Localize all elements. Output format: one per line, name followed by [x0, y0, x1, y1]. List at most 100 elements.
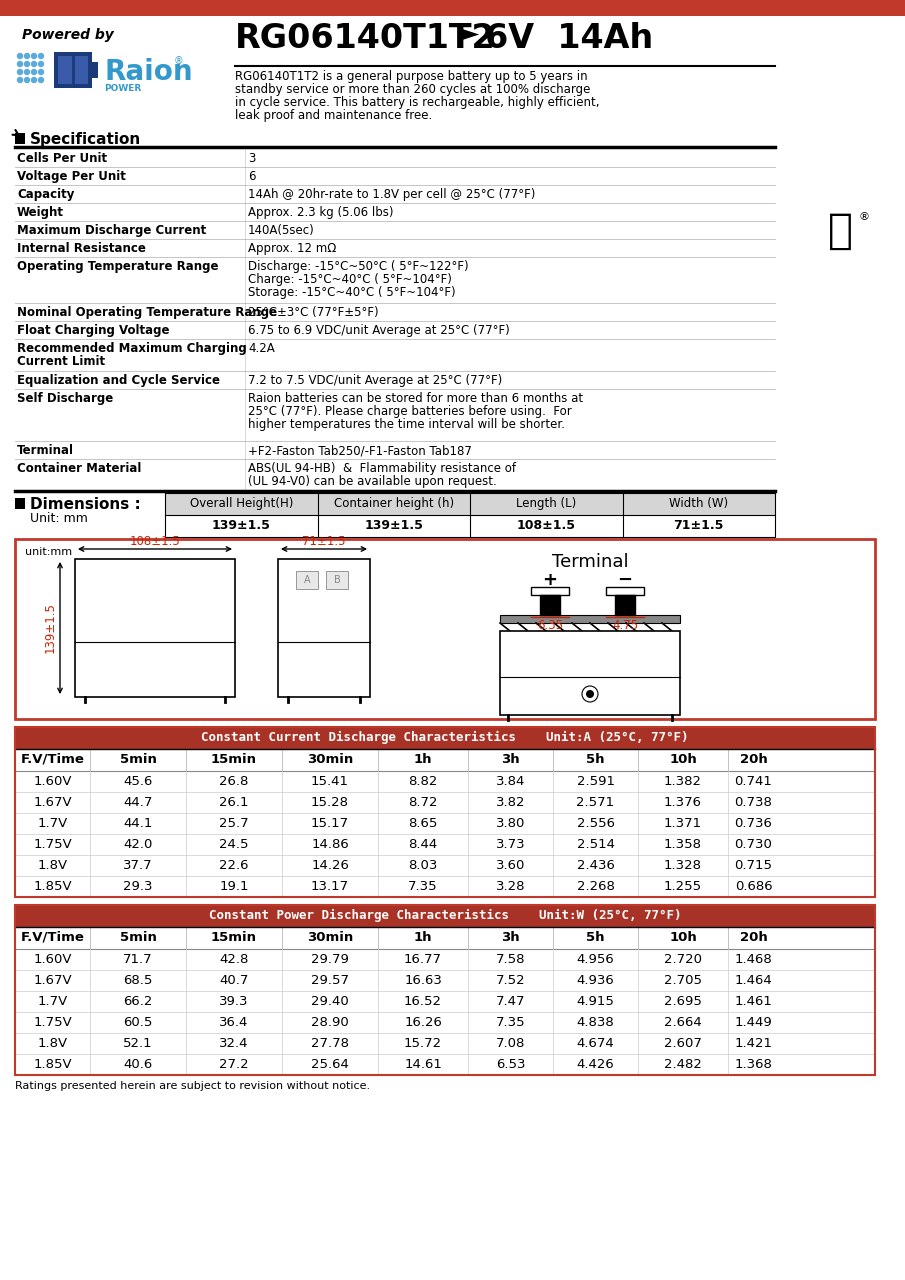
Text: Recommended Maximum Charging: Recommended Maximum Charging: [17, 342, 247, 355]
Text: 3: 3: [248, 152, 255, 165]
Text: 4.426: 4.426: [576, 1059, 614, 1071]
Text: 1.60V: 1.60V: [33, 954, 71, 966]
Bar: [15, 905, 875, 1075]
Text: Voltage Per Unit: Voltage Per Unit: [17, 170, 126, 183]
Text: 44.7: 44.7: [123, 796, 153, 809]
Text: 0.730: 0.730: [735, 838, 773, 851]
Text: A: A: [304, 575, 310, 585]
Text: F.V/Time: F.V/Time: [21, 931, 84, 945]
Text: 25.64: 25.64: [311, 1059, 349, 1071]
Bar: [540, 595, 560, 614]
Bar: [15, 927, 875, 948]
Text: 2.720: 2.720: [664, 954, 702, 966]
Text: 8.82: 8.82: [408, 774, 438, 788]
Bar: [15, 166, 775, 186]
Text: 26.1: 26.1: [219, 796, 249, 809]
Text: Ⓤ: Ⓤ: [827, 210, 853, 252]
Text: 6.35: 6.35: [537, 620, 563, 632]
Text: 0.686: 0.686: [735, 881, 772, 893]
Bar: [15, 371, 775, 389]
Bar: [165, 515, 775, 538]
Text: 27.2: 27.2: [219, 1059, 249, 1071]
Circle shape: [17, 54, 23, 59]
Text: 6V  14Ah: 6V 14Ah: [485, 22, 653, 55]
Bar: [15, 1053, 875, 1075]
Text: Nominal Operating Temperature Range: Nominal Operating Temperature Range: [17, 306, 277, 319]
Text: 60.5: 60.5: [123, 1016, 153, 1029]
Text: ®: ®: [174, 56, 184, 67]
Bar: [500, 631, 680, 716]
Text: Internal Resistance: Internal Resistance: [17, 242, 146, 255]
Text: +: +: [542, 571, 557, 589]
Text: 7.08: 7.08: [496, 1037, 525, 1050]
Text: 8.44: 8.44: [408, 838, 438, 851]
Circle shape: [17, 61, 23, 67]
Text: 6: 6: [248, 170, 255, 183]
Text: 42.0: 42.0: [123, 838, 153, 851]
Bar: [92, 61, 98, 78]
Bar: [15, 792, 875, 813]
Text: Terminal: Terminal: [17, 444, 74, 457]
Bar: [15, 771, 875, 792]
Text: 52.1: 52.1: [123, 1037, 153, 1050]
Text: Charge: -15°C~40°C ( 5°F~104°F): Charge: -15°C~40°C ( 5°F~104°F): [248, 273, 452, 285]
Bar: [15, 339, 775, 371]
Bar: [54, 52, 92, 88]
Bar: [15, 835, 875, 855]
Text: 16.63: 16.63: [404, 974, 442, 987]
Text: 1h: 1h: [414, 931, 433, 945]
Text: Terminal: Terminal: [552, 553, 628, 571]
Text: Cells Per Unit: Cells Per Unit: [17, 152, 107, 165]
Text: unit:mm: unit:mm: [25, 547, 72, 557]
Text: ►: ►: [460, 22, 480, 46]
Bar: [15, 257, 775, 303]
Text: 4.75: 4.75: [612, 620, 638, 632]
Bar: [15, 727, 875, 897]
Text: 1.7V: 1.7V: [37, 995, 68, 1009]
Text: 20h: 20h: [739, 931, 767, 945]
Bar: [15, 727, 875, 749]
Circle shape: [39, 54, 43, 59]
Text: 13.17: 13.17: [311, 881, 349, 893]
Bar: [15, 876, 875, 897]
Text: 1.85V: 1.85V: [33, 1059, 71, 1071]
Text: 0.715: 0.715: [735, 859, 773, 872]
Text: 71±1.5: 71±1.5: [302, 535, 346, 548]
Text: 8.03: 8.03: [408, 859, 438, 872]
Text: 40.7: 40.7: [219, 974, 249, 987]
Text: Discharge: -15°C~50°C ( 5°F~122°F): Discharge: -15°C~50°C ( 5°F~122°F): [248, 260, 469, 273]
Text: Unit: mm: Unit: mm: [30, 512, 88, 525]
Text: 25°C (77°F). Please charge batteries before using.  For: 25°C (77°F). Please charge batteries bef…: [248, 404, 572, 419]
Text: 16.77: 16.77: [404, 954, 442, 966]
Bar: [15, 442, 775, 460]
Text: 7.35: 7.35: [408, 881, 438, 893]
Text: 40.6: 40.6: [123, 1059, 153, 1071]
Text: 26.8: 26.8: [219, 774, 249, 788]
Text: Storage: -15°C~40°C ( 5°F~104°F): Storage: -15°C~40°C ( 5°F~104°F): [248, 285, 455, 300]
Text: 1.461: 1.461: [735, 995, 773, 1009]
Circle shape: [32, 61, 36, 67]
Bar: [500, 614, 680, 623]
Text: 6.53: 6.53: [496, 1059, 525, 1071]
Text: B: B: [334, 575, 340, 585]
Text: 15min: 15min: [211, 931, 257, 945]
Text: 1.67V: 1.67V: [33, 796, 71, 809]
Text: Weight: Weight: [17, 206, 64, 219]
Text: 3h: 3h: [501, 753, 519, 765]
Text: 1.60V: 1.60V: [33, 774, 71, 788]
Text: 1.468: 1.468: [735, 954, 772, 966]
Bar: [15, 239, 775, 257]
Text: 1.8V: 1.8V: [37, 859, 68, 872]
Text: 5min: 5min: [119, 753, 157, 765]
Text: 37.7: 37.7: [123, 859, 153, 872]
Text: 3.80: 3.80: [496, 817, 525, 829]
Text: Length (L): Length (L): [516, 497, 576, 509]
Text: Overall Height(H): Overall Height(H): [189, 497, 293, 509]
Text: 32.4: 32.4: [219, 1037, 249, 1050]
Bar: [15, 460, 775, 492]
Text: 108±1.5: 108±1.5: [517, 518, 576, 532]
Text: 1.85V: 1.85V: [33, 881, 71, 893]
Text: 1.7V: 1.7V: [37, 817, 68, 829]
Text: 2.436: 2.436: [576, 859, 614, 872]
Text: 1.449: 1.449: [735, 1016, 772, 1029]
